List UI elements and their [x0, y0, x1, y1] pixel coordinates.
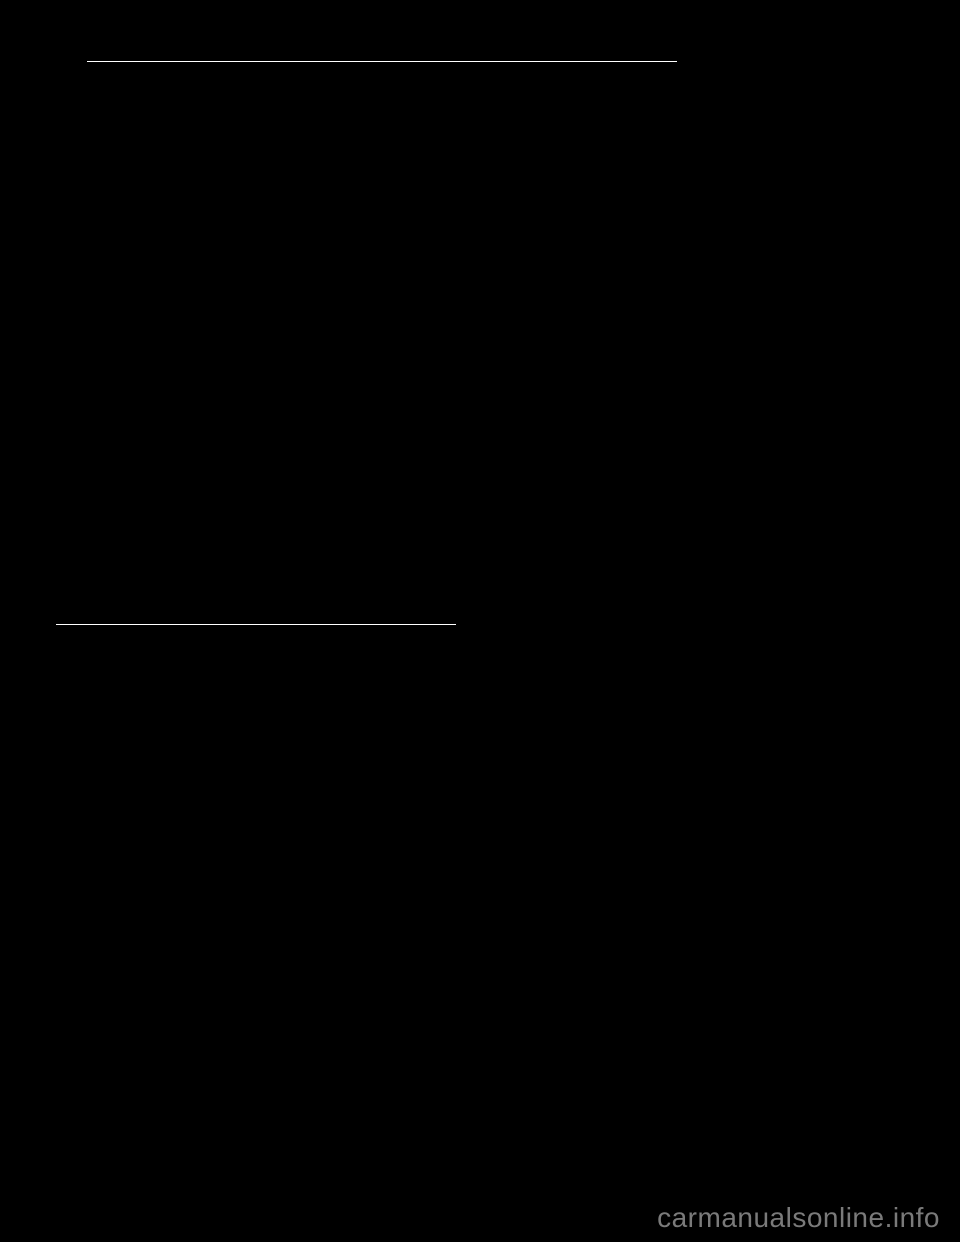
divider-line-middle: [56, 624, 456, 625]
divider-line-top: [87, 61, 677, 62]
watermark-text: carmanualsonline.info: [657, 1202, 940, 1234]
